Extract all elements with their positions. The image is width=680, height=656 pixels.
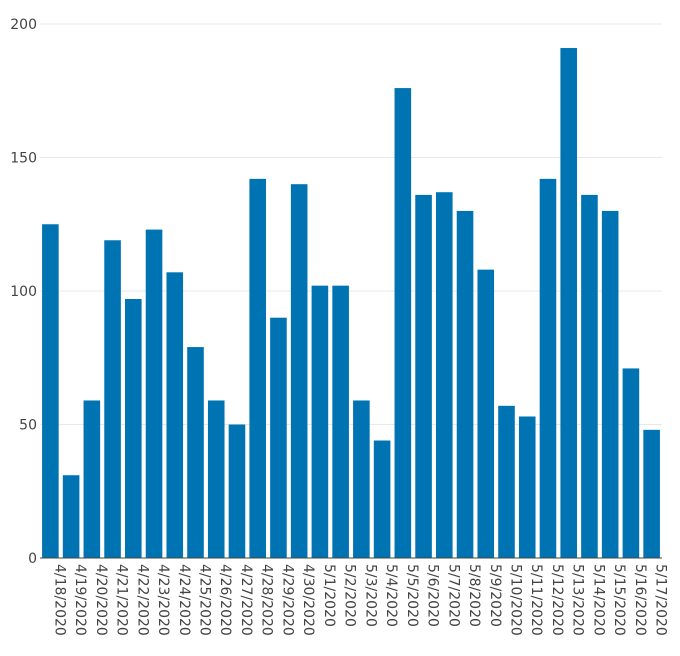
bar-5/1/2020 xyxy=(311,285,329,558)
x-tick-label: 4/20/2020 xyxy=(93,564,109,636)
y-axis-ticks: 0 50 100 150 200 xyxy=(10,17,37,567)
bar-5/10/2020 xyxy=(498,405,515,558)
bar-5/13/2020 xyxy=(560,48,577,558)
x-tick-label: 4/29/2020 xyxy=(279,564,295,636)
bar-4/24/2020 xyxy=(166,272,184,558)
bar-5/14/2020 xyxy=(581,194,598,558)
bar-5/9/2020 xyxy=(477,269,495,558)
x-tick-label: 5/6/2020 xyxy=(425,564,441,627)
bar-4/18/2020 xyxy=(42,224,59,558)
x-tick-label: 4/24/2020 xyxy=(176,564,192,636)
x-tick-label: 5/2/2020 xyxy=(342,564,358,627)
x-tick-label: 5/3/2020 xyxy=(362,564,378,627)
x-tick-label: 4/27/2020 xyxy=(238,564,254,636)
x-tick-label: 4/22/2020 xyxy=(134,564,150,636)
bar-4/26/2020 xyxy=(207,400,225,558)
x-tick-label: 5/16/2020 xyxy=(632,564,648,636)
x-tick-label: 5/14/2020 xyxy=(590,564,606,636)
x-tick-label: 5/17/2020 xyxy=(653,564,669,636)
bar-5/7/2020 xyxy=(436,192,453,558)
bar-4/20/2020 xyxy=(83,400,101,558)
x-tick-label: 5/7/2020 xyxy=(445,564,461,627)
x-tick-label: 4/21/2020 xyxy=(114,564,130,636)
bar-4/27/2020 xyxy=(228,424,246,558)
bar-5/3/2020 xyxy=(353,400,370,558)
gridlines xyxy=(40,23,662,425)
y-tick-label: 50 xyxy=(19,418,37,434)
x-tick-label: 5/5/2020 xyxy=(404,564,420,627)
bar-5/17/2020 xyxy=(643,429,660,558)
bar-5/5/2020 xyxy=(394,88,412,558)
y-tick-label: 200 xyxy=(10,17,37,33)
x-tick-label: 5/1/2020 xyxy=(321,564,337,627)
x-tick-label: 4/18/2020 xyxy=(51,564,67,636)
x-tick-label: 4/23/2020 xyxy=(155,564,171,636)
bar-4/28/2020 xyxy=(249,178,266,559)
bar-5/8/2020 xyxy=(456,210,474,558)
bar-5/4/2020 xyxy=(373,440,391,558)
bar-4/22/2020 xyxy=(125,299,142,558)
x-tick-label: 5/11/2020 xyxy=(528,564,544,636)
y-tick-label: 150 xyxy=(10,151,37,167)
bar-5/15/2020 xyxy=(601,210,619,558)
x-tick-label: 5/13/2020 xyxy=(570,564,586,636)
y-tick-label: 100 xyxy=(10,284,37,300)
bar-4/19/2020 xyxy=(62,475,80,558)
bar-5/6/2020 xyxy=(415,194,432,558)
bar-4/23/2020 xyxy=(145,229,163,558)
x-tick-label: 4/28/2020 xyxy=(259,564,275,636)
x-tick-label: 4/30/2020 xyxy=(300,564,316,636)
x-tick-label: 4/19/2020 xyxy=(72,564,88,636)
x-tick-label: 4/25/2020 xyxy=(197,564,213,636)
x-tick-label: 5/15/2020 xyxy=(611,564,627,636)
bar-5/2/2020 xyxy=(332,285,349,558)
x-axis-ticks: 4/18/2020 4/19/2020 4/20/2020 4/21/2020 4/22… xyxy=(51,564,668,636)
bar-5/16/2020 xyxy=(622,368,640,558)
bars xyxy=(42,48,660,559)
bar-5/11/2020 xyxy=(518,416,536,558)
x-tick-label: 5/9/2020 xyxy=(487,564,503,627)
bar-4/21/2020 xyxy=(104,240,121,558)
bar-4/30/2020 xyxy=(290,184,308,558)
bar-4/29/2020 xyxy=(270,317,287,558)
y-tick-label: 0 xyxy=(28,551,37,567)
x-tick-label: 4/26/2020 xyxy=(217,564,233,636)
x-tick-label: 5/4/2020 xyxy=(383,564,399,627)
bar-5/12/2020 xyxy=(539,178,557,559)
x-tick-label: 5/8/2020 xyxy=(466,564,482,627)
bar-4/25/2020 xyxy=(187,347,204,558)
x-tick-label: 5/12/2020 xyxy=(549,564,565,636)
x-tick-label: 5/10/2020 xyxy=(508,564,524,636)
